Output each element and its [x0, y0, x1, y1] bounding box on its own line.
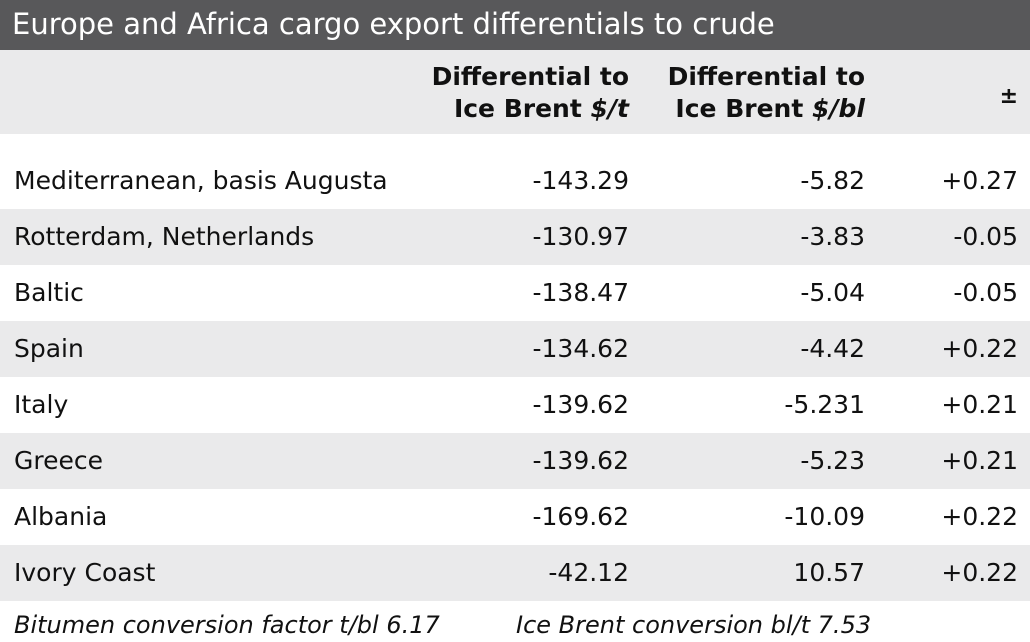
- row-change: +0.21: [941, 446, 1018, 475]
- table-row: Baltic -138.47 -5.04 -0.05: [0, 265, 1030, 321]
- row-differential-per-barrel: -3.83: [800, 222, 865, 251]
- row-differential-per-tonne: -138.47: [532, 278, 630, 307]
- row-differential-per-tonne: -139.62: [532, 446, 630, 475]
- row-name: Ivory Coast: [14, 558, 156, 587]
- table-row: Greece -139.62 -5.23 +0.21: [0, 433, 1030, 489]
- header-line: Ice Brent $/bl: [668, 93, 865, 125]
- header-change: ±: [999, 84, 1018, 109]
- table-row: Ivory Coast -42.12 10.57 +0.22: [0, 545, 1030, 601]
- row-change: +0.27: [941, 166, 1018, 195]
- row-differential-per-barrel: -5.82: [800, 166, 865, 195]
- row-differential-per-tonne: -143.29: [532, 166, 630, 195]
- header-differential-per-barrel: Differential to Ice Brent $/bl: [668, 61, 865, 125]
- row-name: Greece: [14, 446, 103, 475]
- row-differential-per-barrel: -5.231: [784, 390, 865, 419]
- table-row: Spain -134.62 -4.42 +0.22: [0, 321, 1030, 377]
- row-differential-per-barrel: -5.04: [800, 278, 865, 307]
- footnote-brent-conversion: Ice Brent conversion bl/t 7.53: [516, 611, 872, 639]
- header-unit: $/bl: [812, 94, 865, 123]
- row-differential-per-barrel: -4.42: [800, 334, 865, 363]
- row-differential-per-barrel: -10.09: [784, 502, 865, 531]
- header-unit: $/t: [590, 94, 629, 123]
- row-change: +0.22: [941, 502, 1018, 531]
- row-differential-per-tonne: -169.62: [532, 502, 630, 531]
- table-header: Differential to Ice Brent $/t Differenti…: [0, 50, 1030, 134]
- header-line-text: Ice Brent: [675, 94, 812, 123]
- table-row: Albania -169.62 -10.09 +0.22: [0, 489, 1030, 545]
- row-name: Mediterranean, basis Augusta: [14, 166, 388, 195]
- row-change: +0.22: [941, 334, 1018, 363]
- row-differential-per-barrel: 10.57: [793, 558, 865, 587]
- table-row: Italy -139.62 -5.231 +0.21: [0, 377, 1030, 433]
- row-name: Italy: [14, 390, 69, 419]
- row-differential-per-tonne: -42.12: [548, 558, 629, 587]
- row-name: Rotterdam, Netherlands: [14, 222, 315, 251]
- header-differential-per-tonne: Differential to Ice Brent $/t: [432, 61, 629, 125]
- header-line: Differential to: [431, 62, 629, 91]
- table-row: Rotterdam, Netherlands -130.97 -3.83 -0.05: [0, 209, 1030, 265]
- row-differential-per-tonne: -130.97: [532, 222, 630, 251]
- header-line-text: Ice Brent: [453, 94, 591, 123]
- row-change: -0.05: [953, 278, 1018, 307]
- row-differential-per-barrel: -5.23: [800, 446, 865, 475]
- row-change: -0.05: [953, 222, 1018, 251]
- table-row: Mediterranean, basis Augusta -143.29 -5.82…: [0, 153, 1030, 209]
- row-change: +0.21: [941, 390, 1018, 419]
- row-differential-per-tonne: -139.62: [532, 390, 630, 419]
- row-differential-per-tonne: -134.62: [532, 334, 630, 363]
- row-change: +0.22: [941, 558, 1018, 587]
- header-line: Differential to: [667, 62, 865, 91]
- row-name: Spain: [14, 334, 84, 363]
- table-title: Europe and Africa cargo export different…: [0, 0, 1030, 50]
- row-name: Albania: [14, 502, 108, 531]
- header-line: Ice Brent $/t: [432, 93, 629, 125]
- footnote-bitumen-conversion: Bitumen conversion factor t/bl 6.17: [14, 611, 440, 639]
- row-name: Baltic: [14, 278, 84, 307]
